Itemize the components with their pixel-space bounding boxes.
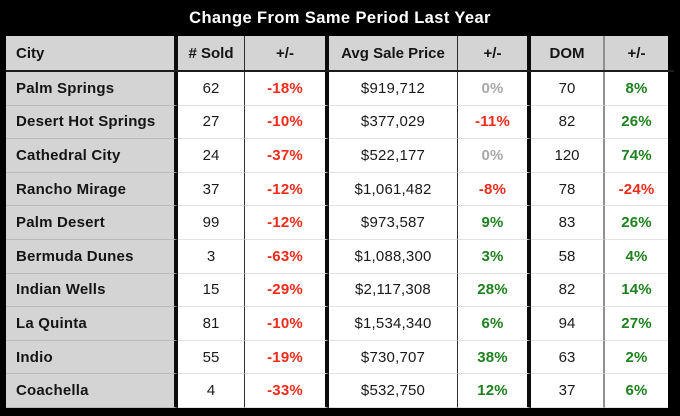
table-row: Rancho Mirage 37 -12% $1,061,482 -8% 78 …	[6, 172, 674, 207]
price-change-cell: 0%	[458, 139, 531, 173]
avg-price-cell: $377,029	[329, 105, 458, 140]
table-row: Palm Springs 62 -18% $919,712 0% 70 8%	[6, 72, 674, 106]
table-header-row: City # Sold +/- Avg Sale Price +/- DOM +…	[6, 36, 674, 72]
city-cell: Rancho Mirage	[6, 172, 178, 207]
dom-change-cell: 26%	[605, 105, 668, 140]
sold-change-cell: -37%	[245, 139, 329, 173]
city-cell: Indian Wells	[6, 273, 178, 308]
table-row: Palm Desert 99 -12% $973,587 9% 83 26%	[6, 206, 674, 240]
page-title: Change From Same Period Last Year	[189, 8, 491, 27]
city-cell: Palm Springs	[6, 72, 178, 106]
sold-cell: 99	[178, 206, 245, 240]
dom-cell: 82	[531, 105, 605, 140]
price-change-cell: 9%	[458, 206, 531, 240]
dom-cell: 63	[531, 340, 605, 375]
sold-change-cell: -29%	[245, 273, 329, 308]
city-cell: Bermuda Dunes	[6, 239, 178, 274]
table-row: Indio 55 -19% $730,707 38% 63 2%	[6, 340, 674, 375]
price-change-cell: 28%	[458, 273, 531, 308]
avg-price-cell: $973,587	[329, 206, 458, 240]
city-cell: Palm Desert	[6, 206, 178, 240]
price-change-cell: 6%	[458, 307, 531, 341]
dom-cell: 83	[531, 206, 605, 240]
table-row: Indian Wells 15 -29% $2,117,308 28% 82 1…	[6, 273, 674, 308]
city-cell: Coachella	[6, 374, 178, 408]
sold-cell: 62	[178, 72, 245, 106]
sold-cell: 3	[178, 239, 245, 274]
dom-change-cell: -24%	[605, 172, 668, 207]
dom-cell: 70	[531, 72, 605, 106]
dom-cell: 94	[531, 307, 605, 341]
dom-cell: 78	[531, 172, 605, 207]
column-header-price-change: +/-	[458, 36, 531, 70]
dom-change-cell: 74%	[605, 139, 668, 173]
avg-price-cell: $1,061,482	[329, 172, 458, 207]
sold-cell: 81	[178, 307, 245, 341]
sold-change-cell: -10%	[245, 307, 329, 341]
sold-cell: 15	[178, 273, 245, 308]
dom-cell: 37	[531, 374, 605, 408]
avg-price-cell: $532,750	[329, 374, 458, 408]
avg-price-cell: $919,712	[329, 72, 458, 106]
table-row: Bermuda Dunes 3 -63% $1,088,300 3% 58 4%	[6, 239, 674, 274]
sold-change-cell: -33%	[245, 374, 329, 408]
avg-price-cell: $1,088,300	[329, 239, 458, 274]
price-change-cell: 38%	[458, 340, 531, 375]
sold-cell: 55	[178, 340, 245, 375]
price-change-cell: 0%	[458, 72, 531, 106]
column-header-avg-sale-price: Avg Sale Price	[329, 36, 458, 70]
sold-change-cell: -12%	[245, 206, 329, 240]
dom-change-cell: 8%	[605, 72, 668, 106]
city-cell: La Quinta	[6, 307, 178, 341]
city-cell: Desert Hot Springs	[6, 105, 178, 140]
table-row: Desert Hot Springs 27 -10% $377,029 -11%…	[6, 105, 674, 140]
dom-change-cell: 14%	[605, 273, 668, 308]
table-row: Coachella 4 -33% $532,750 12% 37 6%	[6, 374, 674, 408]
sold-cell: 27	[178, 105, 245, 140]
table-row: La Quinta 81 -10% $1,534,340 6% 94 27%	[6, 307, 674, 341]
price-change-cell: -11%	[458, 105, 531, 140]
sold-change-cell: -19%	[245, 340, 329, 375]
sold-change-cell: -18%	[245, 72, 329, 106]
dom-cell: 82	[531, 273, 605, 308]
sold-change-cell: -10%	[245, 105, 329, 140]
table-row: Cathedral City 24 -37% $522,177 0% 120 7…	[6, 139, 674, 173]
column-header-dom: DOM	[531, 36, 605, 70]
city-cell: Indio	[6, 340, 178, 375]
dom-change-cell: 6%	[605, 374, 668, 408]
avg-price-cell: $522,177	[329, 139, 458, 173]
sold-cell: 24	[178, 139, 245, 173]
column-header-city: City	[6, 36, 178, 70]
price-change-cell: -8%	[458, 172, 531, 207]
sold-cell: 4	[178, 374, 245, 408]
table-body: Palm Springs 62 -18% $919,712 0% 70 8% D…	[6, 72, 674, 408]
dom-change-cell: 26%	[605, 206, 668, 240]
sold-change-cell: -63%	[245, 239, 329, 274]
price-change-cell: 12%	[458, 374, 531, 408]
avg-price-cell: $730,707	[329, 340, 458, 375]
column-header-sold: # Sold	[178, 36, 245, 70]
city-cell: Cathedral City	[6, 139, 178, 173]
title-bar: Change From Same Period Last Year	[0, 0, 680, 36]
dom-cell: 120	[531, 139, 605, 173]
sold-change-cell: -12%	[245, 172, 329, 207]
avg-price-cell: $2,117,308	[329, 273, 458, 308]
sold-cell: 37	[178, 172, 245, 207]
dom-change-cell: 27%	[605, 307, 668, 341]
stats-table: City # Sold +/- Avg Sale Price +/- DOM +…	[0, 36, 680, 408]
dom-change-cell: 4%	[605, 239, 668, 274]
dom-change-cell: 2%	[605, 340, 668, 375]
column-header-dom-change: +/-	[605, 36, 668, 70]
dom-cell: 58	[531, 239, 605, 274]
avg-price-cell: $1,534,340	[329, 307, 458, 341]
column-header-sold-change: +/-	[245, 36, 329, 70]
price-change-cell: 3%	[458, 239, 531, 274]
